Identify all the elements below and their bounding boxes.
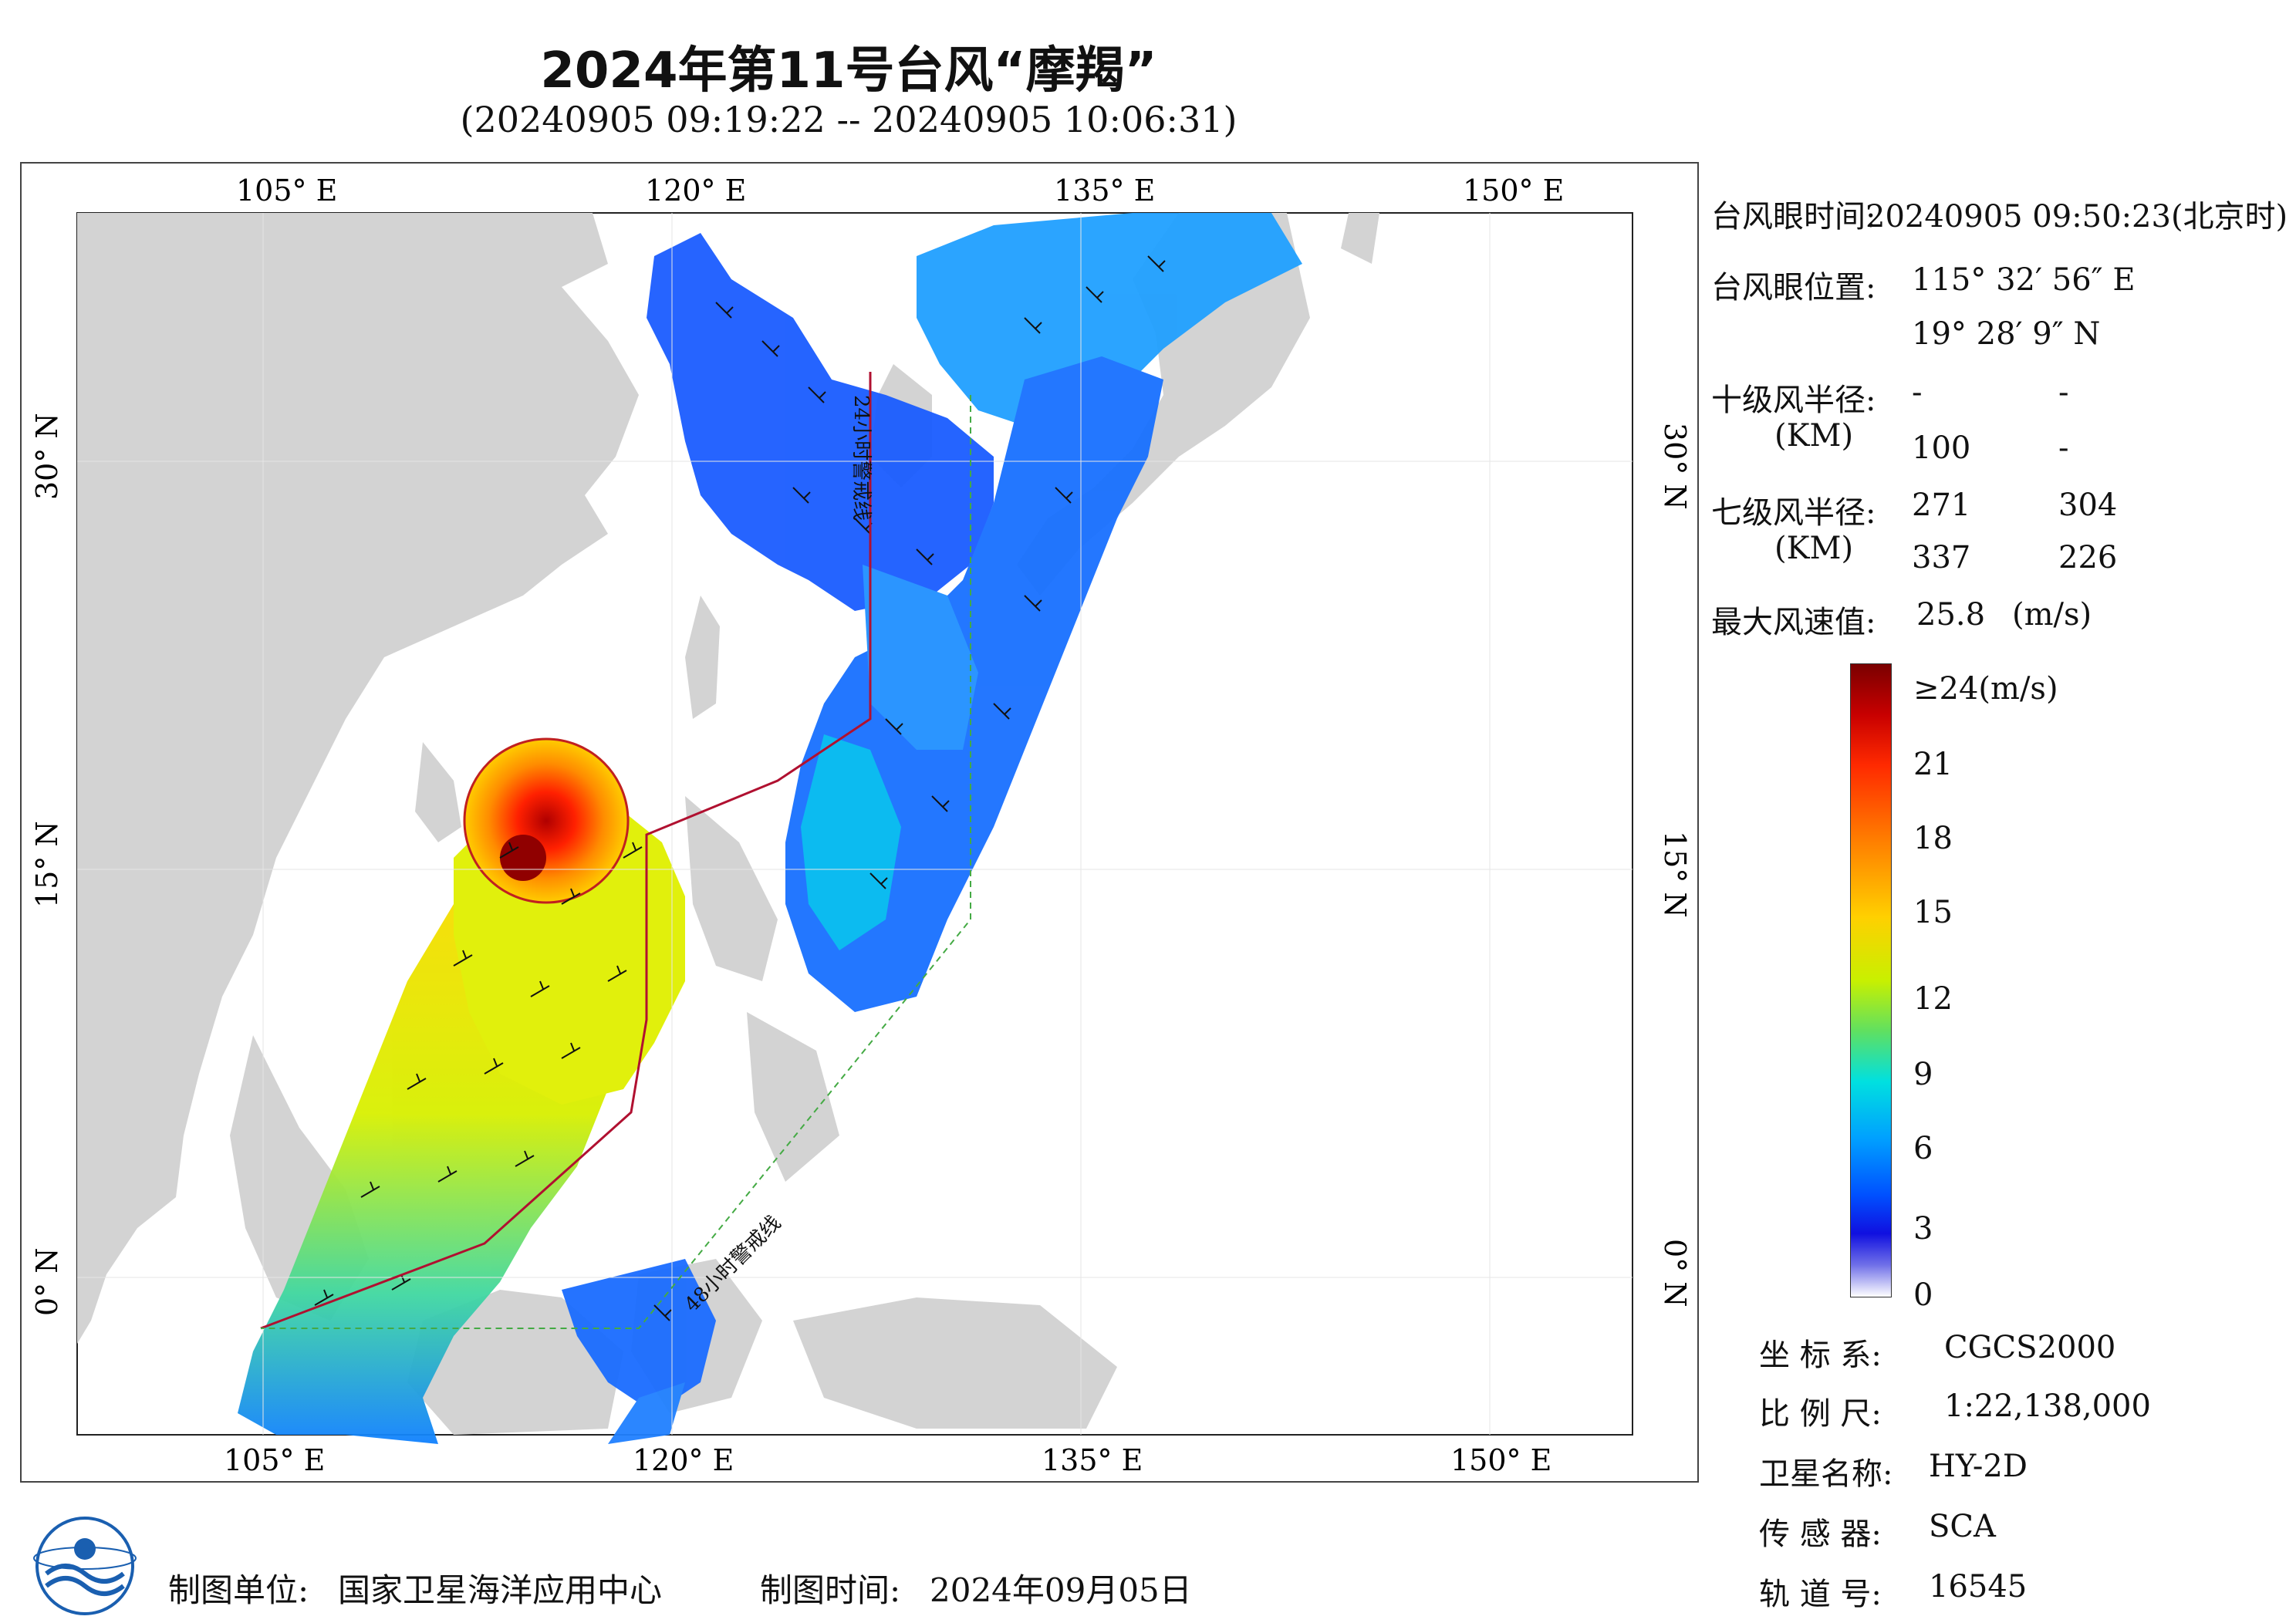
wind-speed-colorbar xyxy=(1850,663,1892,1297)
r10-value: - xyxy=(2058,430,2069,466)
colorbar-tick: 6 xyxy=(1913,1131,1933,1166)
orbit-value: 16545 xyxy=(1929,1569,2028,1604)
right-axis-label: 30° N xyxy=(1658,423,1692,510)
wind-barbs xyxy=(314,255,1166,1321)
orbit-label: 轨 道 号: xyxy=(1759,1577,1882,1612)
wind-field-map[interactable]: 24小时警戒线 48小时警戒线 105° E 120° E 135° E 150… xyxy=(22,164,1697,1481)
max-wind-label: 最大风速值: xyxy=(1711,605,1876,640)
colorbar-tick: 15 xyxy=(1913,895,1953,930)
satellite-label: 卫星名称: xyxy=(1759,1456,1893,1492)
sensor-value: SCA xyxy=(1929,1509,1996,1544)
footer-time-value: 2024年09月05日 xyxy=(930,1571,1192,1609)
max-wind-unit: (m/s) xyxy=(2012,597,2092,633)
top-axis-label: 105° E xyxy=(236,174,337,208)
r10-value: - xyxy=(1912,375,1923,410)
footer-time-label: 制图时间: xyxy=(760,1571,901,1609)
eye-time-value: 20240905 09:50:23(北京时) xyxy=(1866,199,2288,235)
map-title: 2024年第11号台风“摩羯” xyxy=(540,42,1157,100)
sensor-label: 传 感 器: xyxy=(1759,1517,1882,1552)
colorbar-tick: 3 xyxy=(1913,1211,1933,1247)
footer-unit-label: 制图单位: xyxy=(168,1571,309,1609)
map-frame: 24小时警戒线 48小时警戒线 105° E 120° E 135° E 150… xyxy=(20,162,1699,1483)
colorbar-tick: 18 xyxy=(1913,821,1953,856)
satellite-value: HY-2D xyxy=(1929,1449,2028,1484)
r7-value: 337 xyxy=(1912,540,1971,575)
top-axis-label: 150° E xyxy=(1463,174,1564,208)
eye-longitude: 115° 32′ 56″ E xyxy=(1912,262,2136,298)
scale-value: 1:22,138,000 xyxy=(1944,1388,2151,1424)
top-axis-label: 135° E xyxy=(1054,174,1155,208)
r10-value: - xyxy=(2058,375,2069,410)
top-axis-label: 120° E xyxy=(645,174,746,208)
right-axis-label: 0° N xyxy=(1658,1239,1692,1308)
bottom-axis-label: 135° E xyxy=(1042,1443,1143,1477)
crs-label: 坐 标 系: xyxy=(1759,1338,1882,1373)
warning-line-24h-label: 24小时警戒线 xyxy=(849,395,873,521)
r7-value: 226 xyxy=(2058,540,2118,575)
max-wind-value: 25.8 xyxy=(1916,597,1986,633)
colorbar-tick: 12 xyxy=(1913,981,1953,1017)
warning-line-48h xyxy=(261,395,971,1329)
r7-value: 304 xyxy=(2058,488,2118,523)
eye-position-label: 台风眼位置: xyxy=(1711,270,1876,305)
left-axis-label: 15° N xyxy=(30,821,64,908)
crs-value: CGCS2000 xyxy=(1944,1330,2116,1365)
bottom-axis-label: 150° E xyxy=(1450,1443,1551,1477)
r10-unit: (KM) xyxy=(1774,418,1854,454)
wind-speed-swaths xyxy=(238,213,1302,1444)
r7-value: 271 xyxy=(1912,488,1971,523)
r7-label: 七级风半径: xyxy=(1711,495,1876,531)
map-subtitle: (20240905 09:19:22 -- 20240905 10:06:31) xyxy=(460,99,1237,140)
typhoon-wind-radius-circle xyxy=(463,737,630,904)
left-axis-label: 30° N xyxy=(30,413,64,500)
bottom-axis-label: 120° E xyxy=(633,1443,734,1477)
typhoon-eye xyxy=(500,835,546,881)
colorbar-tick: 21 xyxy=(1913,747,1953,782)
warning-line-24h xyxy=(260,372,872,1330)
agency-logo-icon xyxy=(31,1512,139,1620)
eye-latitude: 19° 28′ 9″ N xyxy=(1912,316,2101,352)
footer-unit-value: 国家卫星海洋应用中心 xyxy=(338,1571,663,1609)
colorbar-top-label: ≥24(m/s) xyxy=(1913,671,2058,707)
colorbar-tick: 9 xyxy=(1913,1057,1933,1092)
bottom-axis-label: 105° E xyxy=(224,1443,325,1477)
scale-label: 比 例 尺: xyxy=(1759,1396,1882,1432)
r7-unit: (KM) xyxy=(1774,531,1854,566)
colorbar-tick: 0 xyxy=(1913,1277,1933,1313)
eye-time-label: 台风眼时间: xyxy=(1711,199,1876,235)
left-axis-label: 0° N xyxy=(30,1247,64,1316)
r10-label: 十级风半径: xyxy=(1711,383,1876,418)
right-axis-label: 15° N xyxy=(1658,831,1692,918)
r10-value: 100 xyxy=(1912,430,1971,466)
